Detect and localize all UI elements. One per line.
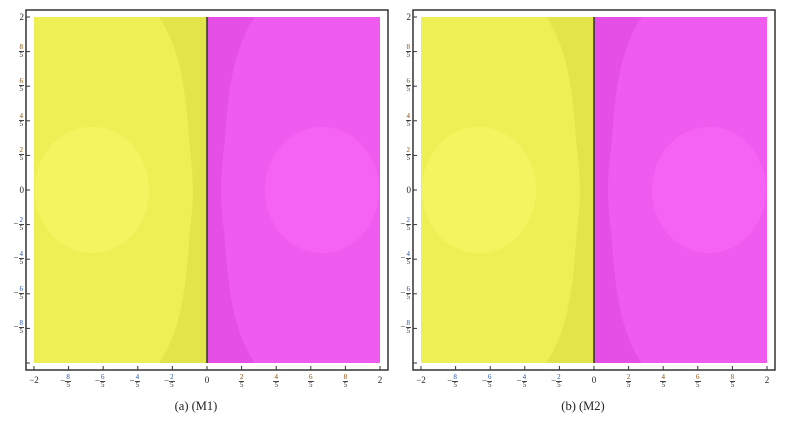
caption: (b) (M2): [561, 399, 605, 413]
basin-plot: [412, 9, 776, 371]
x-tick-label: 0: [204, 375, 210, 385]
y-tick-label: 2: [19, 12, 25, 22]
basin-magenta-circle: [651, 126, 767, 254]
basin-yellow-dark-band: [159, 17, 207, 363]
x-tick-label: −2: [416, 375, 426, 385]
panel-m2: (b) (M2) −2 −8 5 −6 5 −4 5 −2 5 0 2 5 4 5 6 5 8 5 2 2 8 5 6 5 4 5…: [387, 0, 779, 426]
basin-yellow-circle: [421, 126, 537, 254]
x-tick-label: −2 5: [164, 373, 175, 389]
basin-yellow-circle: [34, 126, 150, 254]
y-tick-label: −4 5: [13, 250, 24, 267]
y-tick-label: 2: [406, 12, 412, 22]
y-tick-label: −4 5: [400, 250, 411, 267]
basin-yellow-dark-band: [546, 17, 594, 363]
x-tick-label: −8 5: [447, 373, 458, 389]
x-tick-label: −2 5: [551, 373, 562, 389]
x-tick-label: −4 5: [129, 373, 141, 389]
y-tick-label: −2 5: [13, 215, 24, 232]
x-tick-label: −2: [29, 375, 39, 385]
y-tick-label: −6 5: [400, 284, 411, 301]
x-tick-label: −4 5: [516, 373, 528, 389]
x-tick-label: −6 5: [481, 373, 493, 389]
y-tick-label: −8 5: [13, 319, 24, 336]
x-tick-label: −8 5: [60, 373, 71, 389]
y-tick-label: −8 5: [400, 319, 411, 336]
caption: (a) (M1): [174, 399, 218, 413]
y-tick-label: −2 5: [400, 215, 411, 232]
x-tick-label: 2: [764, 375, 770, 385]
panel-m1: (a) (M1) −2 −8 5 −6 5 −4 5 −2 5 0 2 5 4 5 6 5 8 5 2 2 8 5 6 5 4 5…: [0, 0, 392, 426]
y-tick-label: −6 5: [13, 284, 24, 301]
basin-magenta-circle: [264, 126, 380, 254]
x-tick-label: −6 5: [94, 373, 106, 389]
x-tick-label: 0: [591, 375, 597, 385]
y-tick-label: 0: [406, 185, 412, 195]
basin-plot: [25, 9, 389, 371]
x-tick-label: 2: [377, 375, 383, 385]
y-tick-label: 0: [19, 185, 25, 195]
